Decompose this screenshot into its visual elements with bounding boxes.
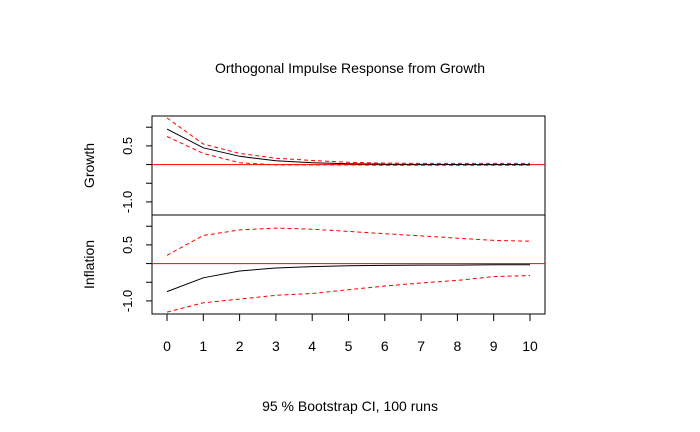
x-tick-label: 8 [454,338,462,354]
x-tick-label: 4 [308,338,316,354]
x-tick-label: 2 [236,338,244,354]
x-tick-label: 0 [163,338,171,354]
x-tick-label: 1 [199,338,207,354]
chart-footer: 95 % Bootstrap CI, 100 runs [262,398,438,414]
x-tick-label: 5 [345,338,353,354]
ci-upper-line-growth [166,117,530,164]
x-tick-label: 10 [522,338,538,354]
panel-label-growth: Growth [81,143,97,188]
ci-upper-line-inflation [166,227,531,256]
irf-line-inflation [166,264,530,293]
x-tick-label: 7 [417,338,425,354]
y-tick-label-growth: -1.0 [120,191,135,213]
y-tick-label-inflation: -1.0 [120,290,135,312]
y-tick-label-growth: 0.5 [120,137,135,155]
chart-title: Orthogonal Impulse Response from Growth [215,60,485,76]
x-tick-label: 3 [272,338,280,354]
irf-line-growth [166,128,530,165]
ci-lower-line-growth [166,136,530,166]
panel-label-inflation: Inflation [81,240,97,289]
ci-lower-line-inflation [166,275,531,313]
x-tick-label: 6 [381,338,389,354]
y-tick-label-inflation: 0.5 [120,236,135,254]
x-tick-label: 9 [490,338,498,354]
